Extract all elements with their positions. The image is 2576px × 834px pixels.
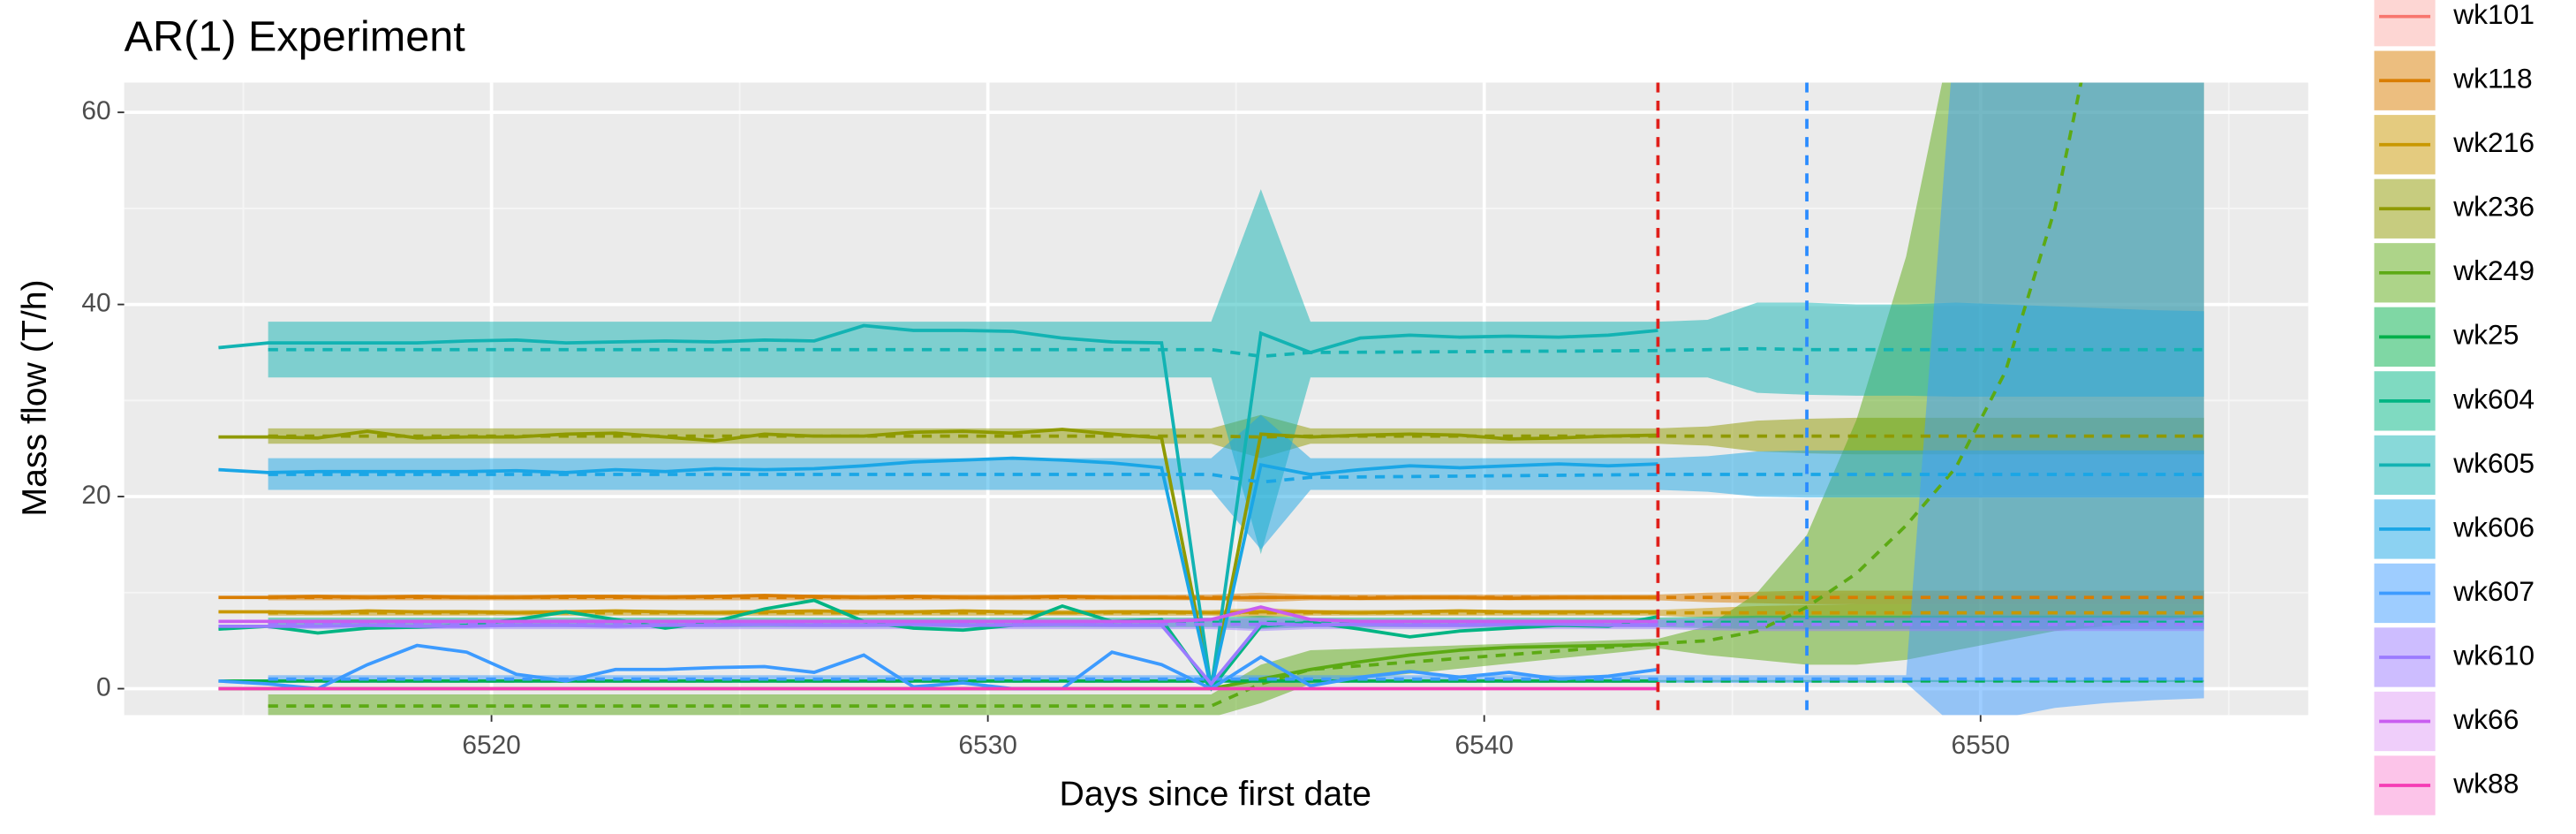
x-tick-label: 6540 — [1454, 731, 1514, 760]
legend-item: wk66 — [2374, 691, 2519, 752]
x-tick-label: 6550 — [1952, 731, 2011, 760]
legend-item: wk610 — [2374, 627, 2534, 687]
legend-item: wk604 — [2374, 371, 2534, 431]
x-axis-title: Days since first date — [1060, 774, 1371, 813]
observed-line — [218, 456, 1658, 689]
legend-item: wk88 — [2374, 755, 2519, 815]
axes: 6520 6530 6540 6550 0 20 40 60 — [81, 96, 2010, 760]
confidence-ribbon — [268, 189, 2204, 555]
fitted-line — [268, 82, 2083, 708]
legend-label: wk610 — [2452, 639, 2534, 671]
lines — [218, 82, 2204, 716]
fitted-line — [268, 473, 2204, 484]
y-tick-label: 0 — [96, 672, 111, 701]
legend-item: wk101 — [2374, 0, 2534, 47]
fitted-line — [268, 434, 2204, 439]
observed-line — [218, 605, 1658, 624]
x-tick-label: 6520 — [462, 731, 521, 760]
fitted-line — [268, 346, 2204, 359]
legend-label: wk216 — [2452, 126, 2534, 158]
legend-item: wk236 — [2374, 178, 2534, 239]
observed-line — [218, 323, 1658, 689]
chart-title: AR(1) Experiment — [125, 13, 466, 61]
legend: wk101 wk118 wk216 wk236 wk249 wk25 wk604 wk605 w… — [2374, 0, 2534, 815]
y-tick-label: 20 — [81, 481, 110, 510]
x-tick-label: 6530 — [958, 731, 1017, 760]
legend-label: wk236 — [2452, 191, 2534, 223]
legend-label: wk604 — [2452, 383, 2534, 414]
confidence-ribbon — [268, 82, 2204, 716]
legend-item: wk249 — [2374, 243, 2534, 303]
legend-label: wk607 — [2452, 575, 2534, 607]
legend-item: wk118 — [2374, 50, 2533, 110]
legend-item: wk605 — [2374, 435, 2534, 496]
legend-label: wk88 — [2452, 767, 2519, 799]
legend-item: wk606 — [2374, 499, 2534, 559]
y-tick-label: 60 — [81, 96, 110, 125]
legend-label: wk606 — [2452, 511, 2534, 542]
y-tick-label: 40 — [81, 289, 110, 318]
confidence-ribbon — [268, 414, 2204, 550]
legend-label: wk605 — [2452, 447, 2534, 479]
legend-label: wk25 — [2452, 319, 2519, 351]
legend-item: wk607 — [2374, 563, 2534, 624]
y-axis-title: Mass flow (T/h) — [15, 279, 54, 516]
legend-key — [2374, 0, 2436, 47]
legend-label: wk249 — [2452, 254, 2534, 286]
legend-item: wk216 — [2374, 115, 2534, 175]
legend-label: wk66 — [2452, 703, 2519, 735]
legend-label: wk101 — [2452, 0, 2534, 30]
observed-line — [218, 643, 1658, 691]
legend-label: wk118 — [2452, 63, 2532, 95]
grid — [124, 82, 2308, 716]
legend-item: wk25 — [2374, 307, 2519, 367]
